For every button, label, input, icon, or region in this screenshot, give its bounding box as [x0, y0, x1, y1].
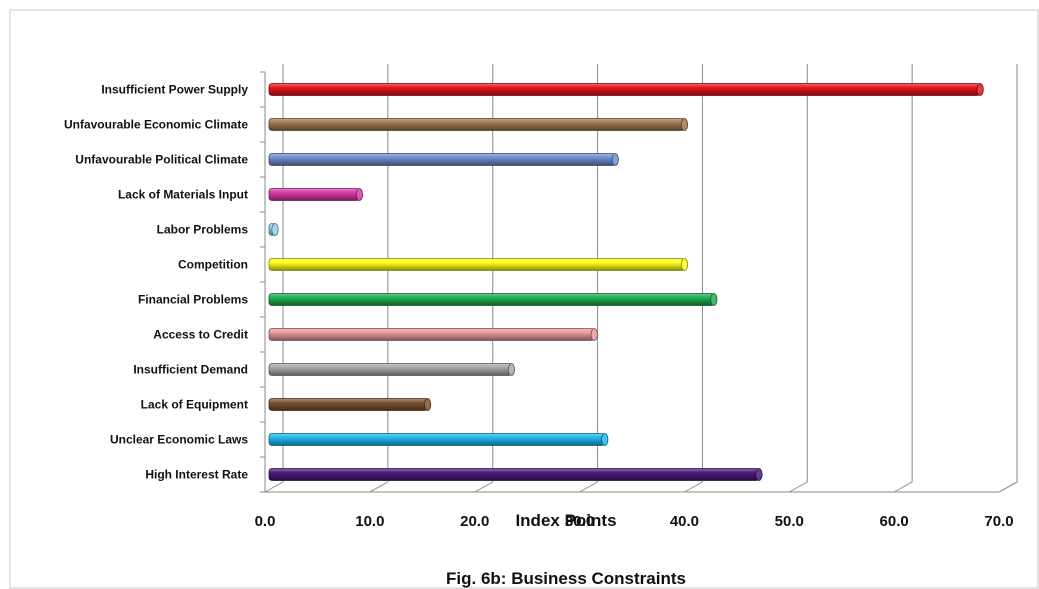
category-label: Labor Problems	[157, 223, 249, 237]
x-tick-label: 70.0	[984, 513, 1013, 530]
x-tick-label: 20.0	[460, 513, 489, 530]
gridline	[579, 64, 599, 493]
category-label: Insufficient Power Supply	[101, 83, 248, 97]
x-tick-label: 30.0	[565, 513, 594, 530]
category-label: Lack of Materials Input	[118, 188, 248, 202]
bars	[268, 83, 984, 481]
category-label: Access to Credit	[153, 328, 248, 342]
category-label: Unclear Economic Laws	[110, 433, 248, 447]
x-tick-label: 50.0	[775, 513, 804, 530]
axes	[260, 71, 1018, 493]
bar	[268, 433, 609, 446]
bar	[268, 188, 363, 201]
category-label: Competition	[178, 258, 248, 272]
category-labels: Insufficient Power Supply Unfavourable Ec…	[64, 83, 248, 482]
bar	[268, 153, 619, 166]
x-tick-label: 40.0	[670, 513, 699, 530]
bar	[268, 223, 279, 236]
gridline	[369, 64, 389, 493]
bar	[268, 328, 598, 341]
bar	[268, 258, 689, 271]
figure-caption: Fig. 6b: Business Constraints	[446, 569, 686, 588]
gridline	[789, 64, 808, 493]
category-label: Financial Problems	[138, 293, 248, 307]
bar	[268, 83, 984, 96]
category-label: Unfavourable Economic Climate	[64, 118, 248, 132]
x-tick-labels: 0.0 10.0 20.0 30.0 40.0 50.0 60.0 70.0	[255, 513, 1014, 530]
category-label: Unfavourable Political Climate	[75, 153, 248, 167]
bar	[268, 293, 718, 306]
gridline	[474, 64, 494, 493]
gridline	[684, 64, 703, 493]
category-label: Lack of Equipment	[141, 398, 248, 412]
x-tick-label: 0.0	[255, 513, 276, 530]
gridlines	[264, 64, 1018, 493]
bar	[268, 363, 516, 376]
x-axis-title: Index Points	[515, 511, 616, 530]
x-tick-label: 60.0	[880, 513, 909, 530]
bar	[268, 118, 689, 131]
bar	[268, 398, 432, 411]
bar	[268, 468, 763, 481]
category-label: High Interest Rate	[145, 468, 248, 482]
category-label: Insufficient Demand	[133, 363, 248, 377]
gridline	[893, 64, 913, 493]
x-tick-label: 10.0	[355, 513, 384, 530]
gridline	[264, 64, 284, 493]
